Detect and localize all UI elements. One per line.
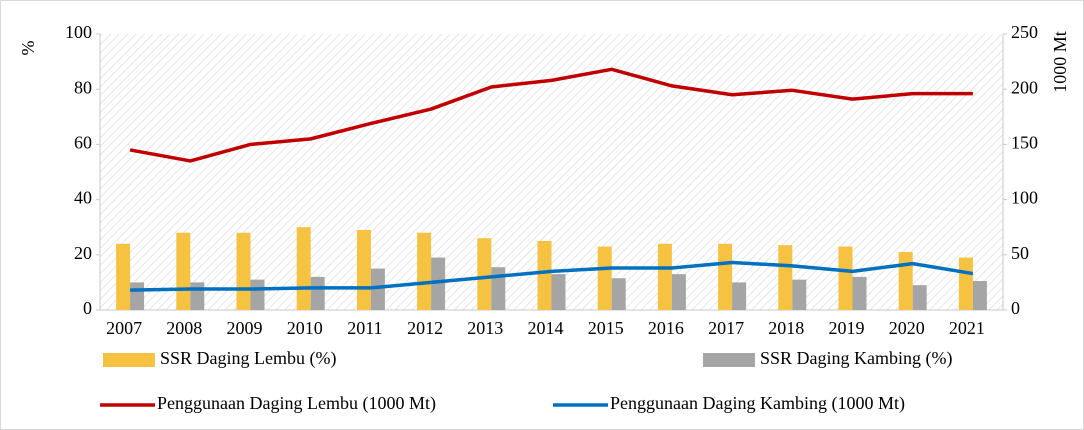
x-tick-label: 2011 [347, 318, 382, 338]
y-tick-label: 0 [83, 298, 92, 318]
x-tick-label: 2007 [106, 318, 142, 338]
bar [116, 243, 131, 310]
bar [356, 229, 371, 310]
y2-tick-label: 50 [1011, 243, 1029, 263]
y2-axis-title: 1000 Mt [1050, 31, 1070, 93]
line [130, 260, 974, 292]
bar [718, 243, 733, 310]
bar [838, 246, 853, 310]
y2-tick-label: 150 [1011, 133, 1038, 153]
x-tick-label: 2012 [407, 318, 443, 338]
legend-label: Penggunaan Daging Kambing (1000 Mt) [610, 393, 905, 414]
x-tick-label: 2015 [588, 318, 624, 338]
bar [792, 279, 807, 310]
x-tick-label: 2008 [166, 318, 202, 338]
x-tick-label: 2010 [287, 318, 323, 338]
x-tick-label: 2014 [528, 318, 564, 338]
bar [190, 282, 205, 310]
x-tick-label: 2021 [949, 318, 985, 338]
y2-tick-label: 100 [1011, 188, 1038, 208]
x-tick-label: 2016 [648, 318, 684, 338]
y-tick-label: 20 [74, 243, 92, 263]
y2-tick-label: 250 [1011, 22, 1038, 42]
x-tick-label: 2019 [829, 318, 865, 338]
bar [657, 243, 672, 310]
bar [852, 276, 867, 310]
legend-swatch [103, 353, 155, 367]
bar [130, 282, 145, 310]
x-tick-label: 2020 [889, 318, 925, 338]
bar [537, 241, 552, 310]
bar [370, 268, 385, 310]
bar [551, 274, 566, 310]
bar [176, 232, 191, 310]
bar [491, 267, 506, 310]
y-tick-label: 40 [74, 188, 92, 208]
y-axis-title: % [18, 41, 38, 56]
bar [611, 278, 626, 310]
bar [778, 245, 793, 310]
bar [597, 246, 612, 310]
x-tick-label: 2018 [768, 318, 804, 338]
bar [958, 257, 973, 310]
bar [972, 281, 987, 310]
bar [912, 285, 927, 310]
bar [296, 227, 311, 310]
y2-tick-label: 0 [1011, 298, 1020, 318]
bar [732, 282, 747, 310]
bar [236, 232, 251, 310]
x-tick-label: 2009 [227, 318, 263, 338]
legend-label: SSR Daging Kambing (%) [760, 348, 953, 369]
y2-tick-label: 200 [1011, 77, 1038, 97]
bar [417, 232, 432, 310]
bar [431, 257, 446, 310]
y-tick-label: 100 [65, 22, 92, 42]
bar [898, 252, 913, 310]
bar [250, 279, 265, 310]
x-tick-label: 2017 [708, 318, 744, 338]
legend-label: SSR Daging Lembu (%) [160, 348, 336, 369]
legend-swatch [703, 353, 755, 367]
bar [477, 238, 492, 310]
line [129, 67, 973, 163]
legend-label: Penggunaan Daging Lembu (1000 Mt) [157, 393, 436, 414]
x-tick-label: 2013 [467, 318, 503, 338]
y-tick-label: 80 [74, 77, 92, 97]
y-tick-label: 60 [74, 133, 92, 153]
bar [671, 274, 686, 310]
bar [310, 276, 325, 310]
